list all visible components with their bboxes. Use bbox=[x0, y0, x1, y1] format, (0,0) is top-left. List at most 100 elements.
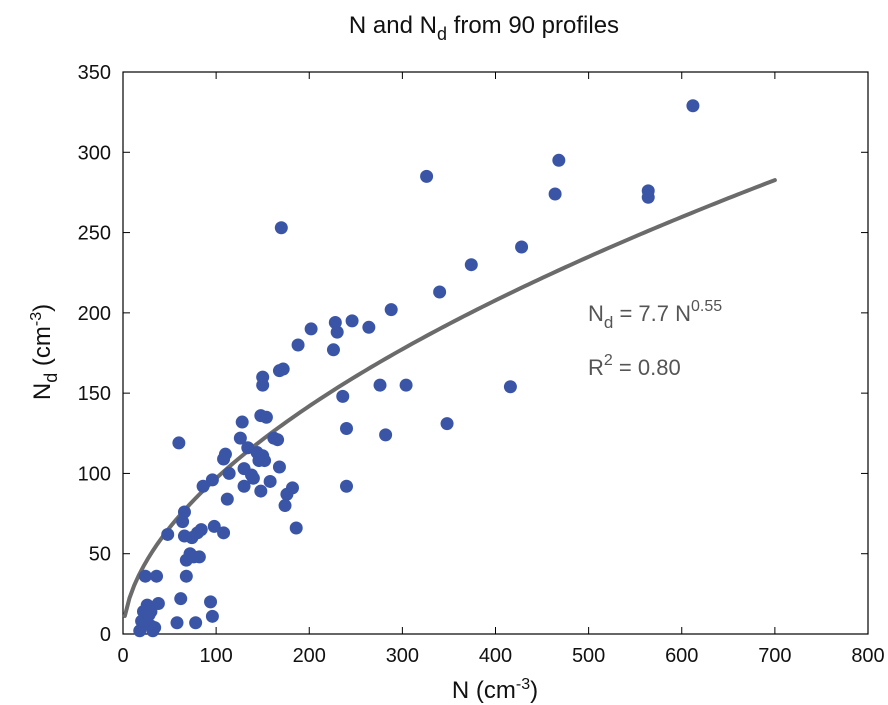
data-point bbox=[179, 569, 193, 583]
data-point bbox=[326, 343, 340, 357]
data-point bbox=[433, 285, 447, 299]
data-point bbox=[237, 479, 251, 493]
x-tick-label: 400 bbox=[479, 645, 512, 667]
data-point bbox=[172, 436, 186, 450]
data-point bbox=[217, 526, 231, 540]
x-tick-label: 600 bbox=[665, 645, 698, 667]
data-point bbox=[384, 303, 398, 317]
data-point bbox=[194, 523, 208, 537]
x-tick-label: 500 bbox=[572, 645, 605, 667]
title-sub: d bbox=[437, 24, 447, 44]
data-point bbox=[235, 415, 249, 429]
y-tick-label: 300 bbox=[78, 142, 111, 164]
data-point bbox=[207, 519, 221, 533]
data-point bbox=[340, 421, 353, 435]
eq-sup: 0.55 bbox=[691, 298, 722, 315]
data-point bbox=[289, 521, 303, 535]
data-point bbox=[254, 484, 268, 498]
r2-rest: = 0.80 bbox=[613, 355, 681, 380]
eq-sub: d bbox=[604, 313, 613, 332]
data-point bbox=[138, 569, 152, 583]
data-point bbox=[345, 314, 359, 328]
data-point bbox=[222, 466, 236, 480]
chart-title: N and Nd from 90 profiles bbox=[349, 12, 619, 44]
y-tick-label: 250 bbox=[78, 223, 111, 245]
data-points bbox=[133, 99, 700, 638]
y-tick-label: 200 bbox=[78, 303, 111, 325]
fit-equation: Nd = 7.7 N0.55 bbox=[588, 298, 722, 332]
data-point bbox=[464, 258, 478, 272]
data-point bbox=[220, 492, 234, 506]
data-point bbox=[161, 527, 175, 541]
data-point bbox=[440, 417, 454, 431]
y-tick-label: 150 bbox=[78, 383, 111, 405]
data-point bbox=[340, 479, 353, 493]
data-point bbox=[258, 454, 272, 468]
data-point bbox=[170, 616, 184, 630]
x-tick-label: 200 bbox=[293, 645, 326, 667]
fit-curve bbox=[122, 178, 777, 618]
data-point bbox=[218, 447, 232, 461]
r2-sup: 2 bbox=[604, 352, 613, 369]
data-point bbox=[133, 624, 147, 638]
data-point bbox=[176, 515, 190, 529]
y-label-close: ) bbox=[29, 304, 56, 312]
data-point bbox=[150, 569, 164, 583]
y-label-sup: -3 bbox=[28, 312, 45, 326]
y-tick-label: 350 bbox=[78, 62, 111, 84]
plot-frame bbox=[122, 71, 869, 635]
x-tick-label: 700 bbox=[758, 645, 791, 667]
data-point bbox=[246, 471, 260, 485]
title-rest: from 90 profiles bbox=[447, 12, 619, 39]
data-point bbox=[192, 550, 206, 564]
data-point bbox=[204, 595, 218, 609]
data-point bbox=[285, 481, 299, 495]
data-point bbox=[196, 479, 210, 493]
data-point bbox=[291, 338, 305, 352]
data-point bbox=[373, 378, 387, 392]
y-axis-label: Nd (cm-3) bbox=[28, 304, 61, 400]
data-point bbox=[205, 609, 219, 623]
data-point bbox=[304, 322, 318, 336]
data-point bbox=[263, 474, 277, 488]
data-point bbox=[144, 605, 158, 619]
data-point bbox=[271, 433, 285, 447]
data-point bbox=[548, 187, 562, 201]
data-point bbox=[259, 410, 273, 424]
data-point bbox=[379, 428, 393, 442]
x-tick-label: 100 bbox=[199, 645, 232, 667]
data-point bbox=[686, 99, 700, 113]
x-label-close: ) bbox=[530, 677, 538, 704]
x-tick-label: 0 bbox=[117, 645, 128, 667]
data-point bbox=[328, 315, 342, 329]
eq-main: N bbox=[588, 301, 604, 326]
x-axis-label: N (cm-3) bbox=[452, 676, 538, 704]
data-point bbox=[552, 153, 566, 167]
data-point bbox=[233, 431, 247, 445]
data-point bbox=[276, 362, 290, 376]
data-point bbox=[177, 505, 191, 519]
r2-main: R bbox=[588, 355, 604, 380]
x-label-main: N (cm bbox=[452, 677, 516, 704]
data-point bbox=[641, 184, 655, 198]
data-point bbox=[278, 499, 292, 513]
data-point bbox=[256, 370, 270, 384]
data-point bbox=[336, 389, 350, 403]
axis-ticks: 0 100 200 300 400 500 600 700 800 0 50 100 150 200 250… bbox=[78, 62, 885, 667]
x-label-sup: -3 bbox=[516, 676, 530, 693]
title-main: N and N bbox=[349, 12, 437, 39]
data-point bbox=[420, 169, 434, 183]
y-label-main: N bbox=[29, 383, 56, 400]
r-squared: R2 = 0.80 bbox=[588, 352, 681, 380]
data-point bbox=[330, 325, 344, 339]
data-point bbox=[399, 378, 413, 392]
data-point bbox=[274, 221, 288, 235]
x-tick-label: 800 bbox=[851, 645, 884, 667]
y-label-rest: (cm bbox=[29, 326, 56, 373]
y-label-sub: d bbox=[41, 373, 61, 383]
data-point bbox=[362, 320, 376, 334]
data-point bbox=[515, 240, 529, 254]
data-point bbox=[272, 460, 286, 474]
data-point bbox=[148, 621, 162, 635]
